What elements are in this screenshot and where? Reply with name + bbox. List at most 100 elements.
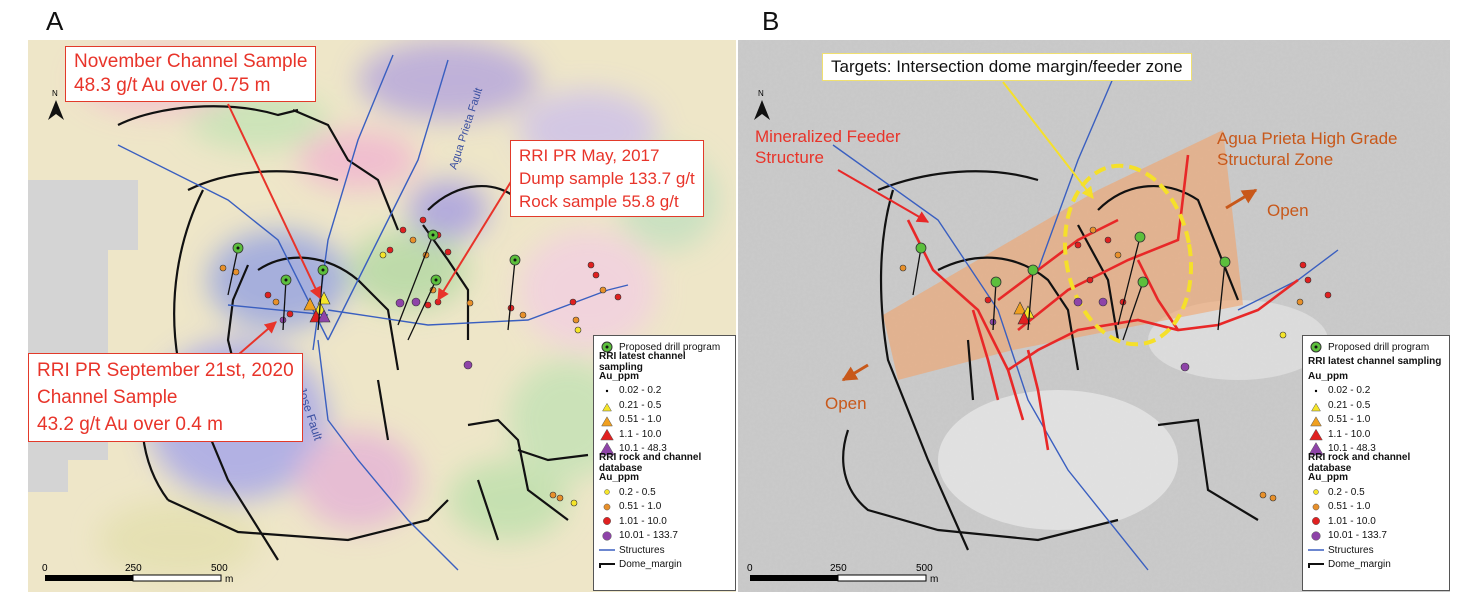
legend-b: Proposed drill program RRI latest channe… — [1302, 335, 1450, 591]
svg-text:0: 0 — [42, 563, 48, 574]
feeder-arrow — [837, 169, 930, 223]
callout-may-2017: RRI PR May, 2017 Dump sample 133.7 g/t R… — [510, 140, 704, 217]
triangle-symbol-icon — [1308, 398, 1324, 412]
svg-text:m: m — [225, 574, 233, 585]
north-arrow-icon: N — [48, 89, 64, 120]
drill-hole-icon — [599, 341, 615, 353]
circle-symbol-icon — [1308, 485, 1324, 499]
legend-label: Structures — [1328, 544, 1374, 556]
legend-label: Structures — [619, 544, 665, 556]
legend-item: 0.51 - 1.0 — [1308, 500, 1444, 515]
circle-symbol-icon — [599, 485, 615, 499]
callout-line: Dump sample 133.7 g/t — [519, 169, 695, 188]
triangle-symbol-icon — [599, 427, 615, 441]
legend-unit: Au_ppm — [599, 370, 639, 382]
structural-zone-label: Agua Prieta High Grade Structural Zone — [1217, 128, 1398, 170]
legend-label: 1.1 - 10.0 — [619, 428, 662, 440]
legend-item: 0.2 - 0.5 — [599, 485, 730, 500]
legend-label: Proposed drill program — [619, 341, 721, 353]
circle-symbol-icon — [599, 514, 615, 528]
scale-bar: 0 250 500 m — [747, 563, 938, 585]
legend-label: Dome_margin — [619, 559, 682, 571]
triangle-symbol-icon — [1308, 441, 1324, 456]
svg-text:250: 250 — [125, 563, 142, 574]
legend-header: RRI latest channel sampling — [599, 350, 686, 373]
map-panel-b: N 0 250 500 m — [738, 40, 1450, 592]
open-arrow-ne — [1225, 188, 1258, 210]
legend-label: 10.01 - 133.7 — [619, 530, 678, 542]
legend-item: 0.51 - 1.0 — [599, 500, 730, 515]
circle-symbol-icon — [1308, 514, 1324, 528]
north-arrow-icon: N — [754, 89, 770, 120]
legend-label: 0.51 - 1.0 — [1328, 501, 1371, 513]
callout-line: 43.2 g/t Au over 0.4 m — [37, 414, 223, 435]
legend-label: 0.02 - 0.2 — [1328, 385, 1371, 397]
callout-line: RRI PR May, 2017 — [519, 146, 660, 165]
callout-sept-2020: RRI PR September 21st, 2020 Channel Samp… — [28, 353, 303, 442]
proposed-drill-holes — [227, 229, 521, 341]
legend-item: 10.01 - 133.7 — [1308, 529, 1444, 544]
panel-letter-b: B — [762, 6, 780, 36]
dome-margin-lines — [117, 105, 589, 561]
svg-text:500: 500 — [211, 563, 228, 574]
sample-points — [219, 216, 622, 507]
callout-line: 48.3 g/t Au over 0.75 m — [74, 75, 271, 96]
legend-label: 0.21 - 0.5 — [1328, 399, 1371, 411]
triangle-symbol-icon — [599, 413, 615, 427]
legend-a: Proposed drill program RRI latest channe… — [593, 335, 736, 591]
legend-item: 0.51 - 1.0 — [1308, 413, 1444, 428]
legend-label: 0.2 - 0.5 — [619, 486, 656, 498]
svg-text:N: N — [758, 89, 764, 98]
legend-label: 10.1 - 48.3 — [619, 443, 667, 455]
legend-unit: Au_ppm — [599, 472, 639, 484]
legend-item: 10.1 - 48.3 — [599, 441, 730, 457]
label-line: Mineralized Feeder — [755, 127, 901, 146]
triangle-symbol-icon — [599, 398, 615, 412]
legend-item: 0.02 - 0.2 — [599, 384, 730, 399]
svg-text:250: 250 — [830, 563, 847, 574]
structure-line-icon — [1308, 548, 1324, 552]
circle-symbol-icon — [599, 500, 615, 514]
legend-item: 0.02 - 0.2 — [1308, 384, 1444, 399]
circle-symbol-icon — [1308, 500, 1324, 514]
circle-symbol-icon — [599, 529, 615, 543]
legend-label: 10.1 - 48.3 — [1328, 443, 1376, 455]
dome-margin-icon — [599, 562, 615, 568]
triangle-symbol-icon — [599, 384, 615, 398]
legend-label: 10.01 - 133.7 — [1328, 530, 1387, 542]
proposed-drill-holes — [912, 231, 1231, 341]
legend-item: 1.1 - 10.0 — [1308, 427, 1444, 442]
targets-label: Targets: Intersection dome margin/feeder… — [822, 53, 1192, 81]
callout-line: Channel Sample — [37, 387, 178, 408]
scale-bar: 0 250 500 m — [42, 563, 233, 585]
svg-text:500: 500 — [916, 563, 933, 574]
panel-letter-a: A — [46, 6, 64, 36]
legend-item: 1.01 - 10.0 — [599, 514, 730, 529]
dome-margin-lines — [842, 170, 1259, 551]
callout-november-channel-sample: November Channel Sample 48.3 g/t Au over… — [65, 46, 317, 102]
legend-item: 0.51 - 1.0 — [599, 413, 730, 428]
legend-label: 0.21 - 0.5 — [619, 399, 662, 411]
open-label-sw: Open — [825, 394, 867, 413]
legend-unit: Au_ppm — [1308, 472, 1348, 484]
label-line: Structural Zone — [1217, 150, 1334, 169]
callout-arrows — [227, 103, 513, 356]
svg-text:N: N — [52, 89, 58, 98]
callout-line: November Channel Sample — [74, 51, 308, 72]
legend-item: 0.21 - 0.5 — [1308, 398, 1444, 413]
legend-item: 1.1 - 10.0 — [599, 427, 730, 442]
target-arrow — [1002, 81, 1094, 199]
feeder-structure-label: Mineralized Feeder Structure — [755, 126, 901, 168]
triangle-symbol-icon — [599, 441, 615, 456]
legend-header: RRI latest channel sampling — [1308, 356, 1442, 368]
svg-text:0: 0 — [747, 563, 753, 574]
circle-symbol-icon — [1308, 529, 1324, 543]
callout-line: RRI PR September 21st, 2020 — [37, 360, 294, 381]
triangle-symbol-icon — [1308, 384, 1324, 398]
triangle-symbol-icon — [1308, 413, 1324, 427]
dome-margin-icon — [1308, 562, 1324, 568]
legend-header: RRI rock and channel database — [1308, 452, 1411, 475]
legend-unit: Au_ppm — [1308, 370, 1348, 382]
label-line: Agua Prieta High Grade — [1217, 129, 1398, 148]
legend-label: Proposed drill program — [1328, 341, 1430, 353]
